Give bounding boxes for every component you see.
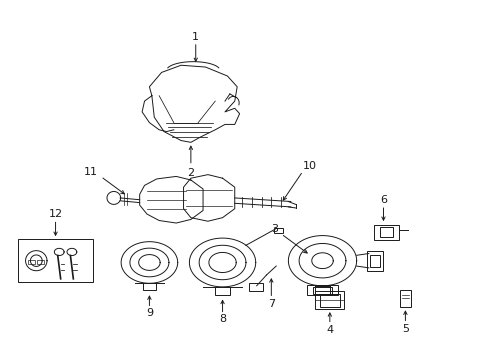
Bar <box>274 228 283 233</box>
Text: 12: 12 <box>48 209 62 219</box>
Text: 6: 6 <box>379 195 386 205</box>
Text: 7: 7 <box>267 299 274 309</box>
Text: 10: 10 <box>302 161 316 171</box>
Text: 8: 8 <box>219 314 225 324</box>
Bar <box>369 255 379 267</box>
Bar <box>18 239 93 282</box>
Bar <box>399 290 410 307</box>
Bar <box>28 260 35 264</box>
Bar <box>215 287 229 295</box>
Text: 2: 2 <box>187 168 194 178</box>
Text: 11: 11 <box>84 167 98 177</box>
Text: 9: 9 <box>145 308 153 318</box>
Bar <box>142 283 156 291</box>
Bar <box>306 285 337 295</box>
Bar <box>379 227 392 237</box>
Bar <box>315 291 344 309</box>
Text: 1: 1 <box>192 32 199 41</box>
Bar <box>320 294 339 307</box>
Bar <box>373 225 398 240</box>
Bar <box>249 283 263 291</box>
Bar <box>312 287 331 294</box>
Bar <box>37 260 44 264</box>
Text: 4: 4 <box>325 325 333 334</box>
Text: 3: 3 <box>271 224 278 234</box>
Text: 5: 5 <box>401 324 408 334</box>
Bar <box>366 251 382 271</box>
